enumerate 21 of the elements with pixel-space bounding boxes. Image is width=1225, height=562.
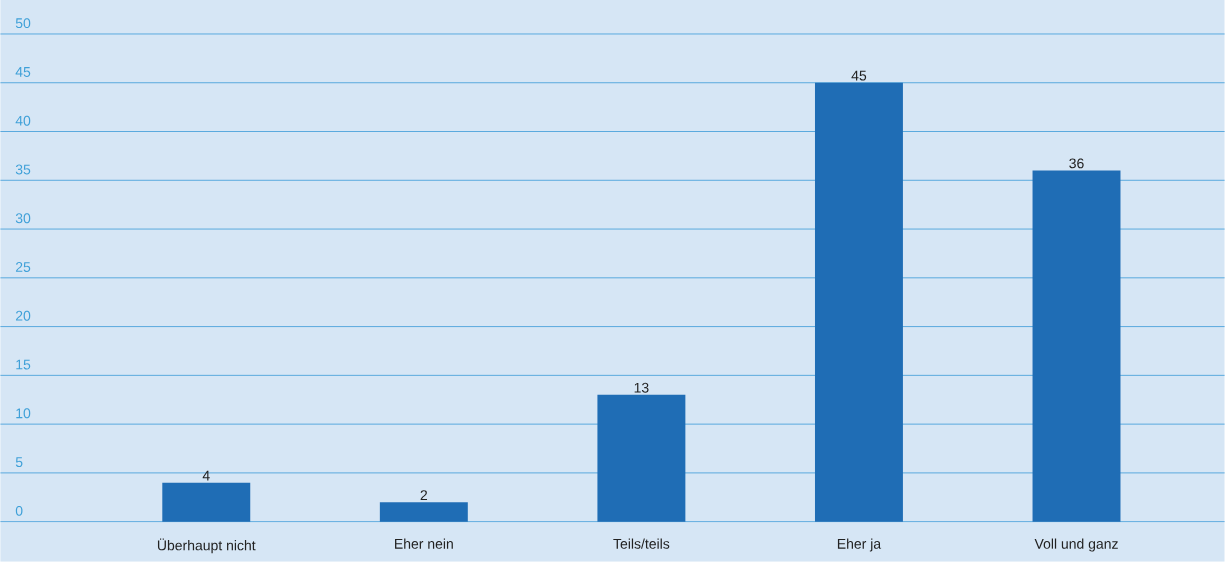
data-label: 13 (634, 382, 649, 393)
data-label: 36 (1069, 158, 1084, 169)
y-tick-label: 15 (16, 359, 31, 370)
y-tick-label: 50 (15, 18, 31, 29)
y-tick-label: 35 (15, 164, 31, 175)
y-tick-label: 0 (15, 506, 23, 516)
y-tick-label: 10 (16, 408, 31, 419)
x-tick-label: Überhaupt nicht (157, 538, 256, 554)
y-tick-label: 25 (15, 262, 31, 273)
data-label: 45 (851, 70, 867, 81)
x-tick-label: Eher nein (395, 538, 453, 549)
x-tick-label: Eher ja (837, 538, 882, 552)
y-tick-label: 40 (15, 115, 31, 126)
data-label: 4 (202, 471, 210, 481)
y-tick-label: 45 (15, 67, 31, 78)
y-tick-label: 20 (15, 310, 31, 321)
y-tick-label: 5 (15, 457, 23, 468)
x-tick-label: Voll und ganz (1034, 538, 1118, 552)
x-tick-label: Teils/teils (613, 538, 670, 549)
y-tick-label: 30 (15, 213, 31, 224)
data-label: 2 (420, 490, 428, 501)
